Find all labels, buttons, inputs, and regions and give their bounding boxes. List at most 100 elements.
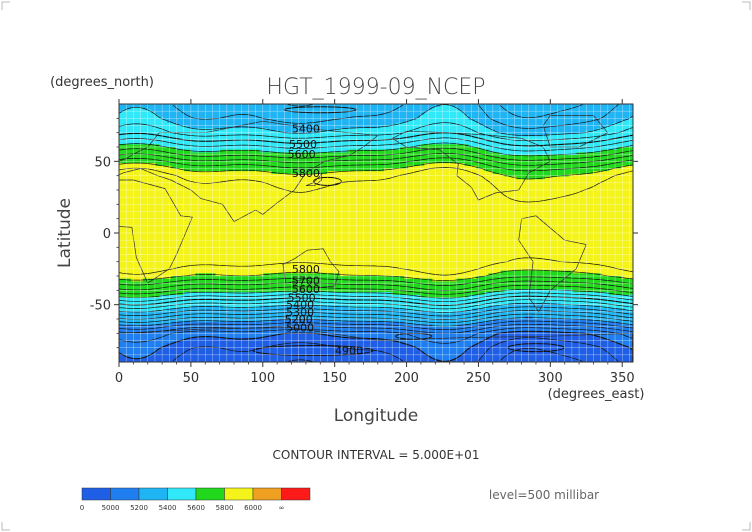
band-cell xyxy=(211,192,216,196)
band-cell xyxy=(219,141,224,145)
band-cell xyxy=(580,149,586,153)
band-cell xyxy=(371,179,377,183)
band-cell xyxy=(500,179,505,183)
band-cell xyxy=(408,144,413,148)
band-cell xyxy=(584,149,590,153)
band-cell xyxy=(199,147,204,151)
band-cell xyxy=(560,200,566,204)
band-cell xyxy=(135,122,140,126)
band-cell xyxy=(580,155,586,159)
band-cell xyxy=(592,160,598,164)
band-cell xyxy=(552,138,558,142)
band-cell xyxy=(424,144,429,148)
band-cell xyxy=(620,155,626,159)
band-cell xyxy=(171,187,176,191)
band-cell xyxy=(492,198,497,202)
band-cell xyxy=(259,155,264,159)
band-cell xyxy=(351,190,357,194)
band-cell xyxy=(540,200,546,204)
band-cell xyxy=(291,128,297,132)
band-cell xyxy=(347,141,353,145)
band-cell xyxy=(588,136,594,140)
band-cell xyxy=(488,163,493,167)
band-cell xyxy=(267,117,272,121)
band-cell xyxy=(179,104,184,108)
band-cell xyxy=(331,114,337,118)
band-cell xyxy=(452,141,457,145)
band-cell xyxy=(247,136,252,140)
band-cell xyxy=(396,160,401,164)
band-cell xyxy=(376,160,381,164)
band-cell xyxy=(163,163,168,167)
band-cell xyxy=(428,155,433,159)
band-cell xyxy=(428,195,433,199)
band-cell xyxy=(283,112,289,116)
band-cell xyxy=(480,181,485,185)
band-cell xyxy=(299,163,305,167)
band-cell xyxy=(436,173,441,177)
band-cell xyxy=(596,195,602,199)
band-cell xyxy=(564,195,570,199)
band-cell xyxy=(428,171,433,175)
band-cell xyxy=(251,122,256,126)
band-cell xyxy=(396,112,401,116)
band-cell xyxy=(239,147,244,151)
band-cell xyxy=(552,171,558,175)
band-cell xyxy=(396,165,401,169)
band-cell xyxy=(259,104,264,108)
band-cell xyxy=(139,200,144,204)
band-cell xyxy=(496,179,501,183)
band-cell xyxy=(608,155,614,159)
band-cell xyxy=(596,165,602,169)
band-cell xyxy=(592,168,598,172)
band-cell xyxy=(323,136,329,140)
band-cell xyxy=(279,147,284,151)
band-cell xyxy=(404,179,409,183)
band-cell xyxy=(143,109,148,113)
band-cell xyxy=(311,122,317,126)
band-cell xyxy=(600,128,606,132)
band-cell xyxy=(604,144,610,148)
band-cell xyxy=(287,160,293,164)
band-cell xyxy=(408,149,413,153)
band-cell xyxy=(219,163,224,167)
band-cell xyxy=(259,195,264,199)
band-cell xyxy=(287,128,293,132)
band-cell xyxy=(203,190,208,194)
band-cell xyxy=(255,120,260,124)
band-cell xyxy=(416,173,421,177)
band-cell xyxy=(359,104,365,108)
band-cell xyxy=(179,149,184,153)
band-cell xyxy=(524,130,529,134)
band-cell xyxy=(331,187,337,191)
band-cell xyxy=(203,144,208,148)
band-cell xyxy=(139,155,144,159)
band-cell xyxy=(544,128,550,132)
band-cell xyxy=(311,120,317,124)
band-cell xyxy=(267,147,272,151)
band-cell xyxy=(195,106,200,110)
band-cell xyxy=(616,168,622,172)
band-cell xyxy=(135,114,140,118)
band-cell xyxy=(211,206,216,210)
band-cell xyxy=(404,168,409,172)
band-cell xyxy=(231,120,236,124)
band-cell xyxy=(628,163,633,167)
band-cell xyxy=(596,184,602,188)
band-cell xyxy=(331,109,337,113)
band-cell xyxy=(147,114,152,118)
band-cell xyxy=(392,171,397,175)
band-cell xyxy=(151,114,156,118)
band-cell xyxy=(380,157,385,161)
band-cell xyxy=(564,117,570,121)
band-cell xyxy=(468,125,473,129)
band-cell xyxy=(388,163,393,167)
band-cell xyxy=(143,203,148,207)
band-cell xyxy=(388,203,393,207)
band-cell xyxy=(572,117,578,121)
band-cell xyxy=(444,138,449,142)
band-cell xyxy=(195,181,200,185)
band-cell xyxy=(456,114,461,118)
band-cell xyxy=(416,200,421,204)
band-cell xyxy=(580,192,586,196)
